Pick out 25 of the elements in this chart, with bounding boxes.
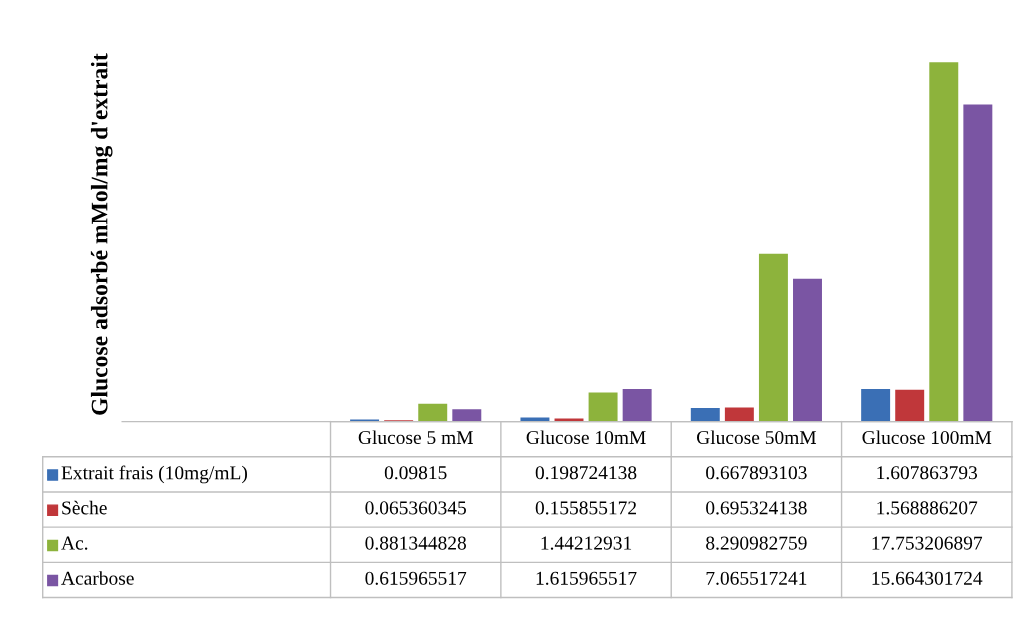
data-label: 0.065360345 xyxy=(365,501,466,515)
legend-label: Extrait frais (10mg/mL) xyxy=(61,465,247,484)
legend-label: Ac. xyxy=(61,536,88,550)
data-label: 1.44212931 xyxy=(541,536,632,550)
data-label: 7.065517241 xyxy=(706,571,807,585)
data-label: 0.615965517 xyxy=(365,571,467,585)
data-label: 1.568886207 xyxy=(877,501,978,515)
data-label: 0.155855172 xyxy=(535,501,637,515)
legend-label: Acarbose xyxy=(61,571,134,585)
data-label: 0.09815 xyxy=(384,466,447,480)
data-label: 1.607863793 xyxy=(877,466,978,480)
data-label: 15.664301724 xyxy=(872,571,983,585)
data-label: 0.667893103 xyxy=(706,466,807,480)
data-label: 0.881344828 xyxy=(365,536,466,550)
text: Glucose adsorbé mMol/mg d'extrait xyxy=(90,53,113,415)
x-tick-label: Glucose 5 mM xyxy=(358,430,473,445)
x-tick-label: Glucose 100mM xyxy=(862,430,992,445)
data-label: 8.290982759 xyxy=(706,536,807,550)
data-label: 17.753206897 xyxy=(872,536,983,550)
x-tick-label: Glucose 50mM xyxy=(696,430,817,445)
legend-label: Sèche xyxy=(62,500,107,515)
data-label: 0.695324138 xyxy=(706,501,807,515)
data-label: 1.615965517 xyxy=(536,571,637,585)
data-label: 0.198724138 xyxy=(535,466,637,480)
x-tick-label: Glucose 10mM xyxy=(526,430,646,445)
